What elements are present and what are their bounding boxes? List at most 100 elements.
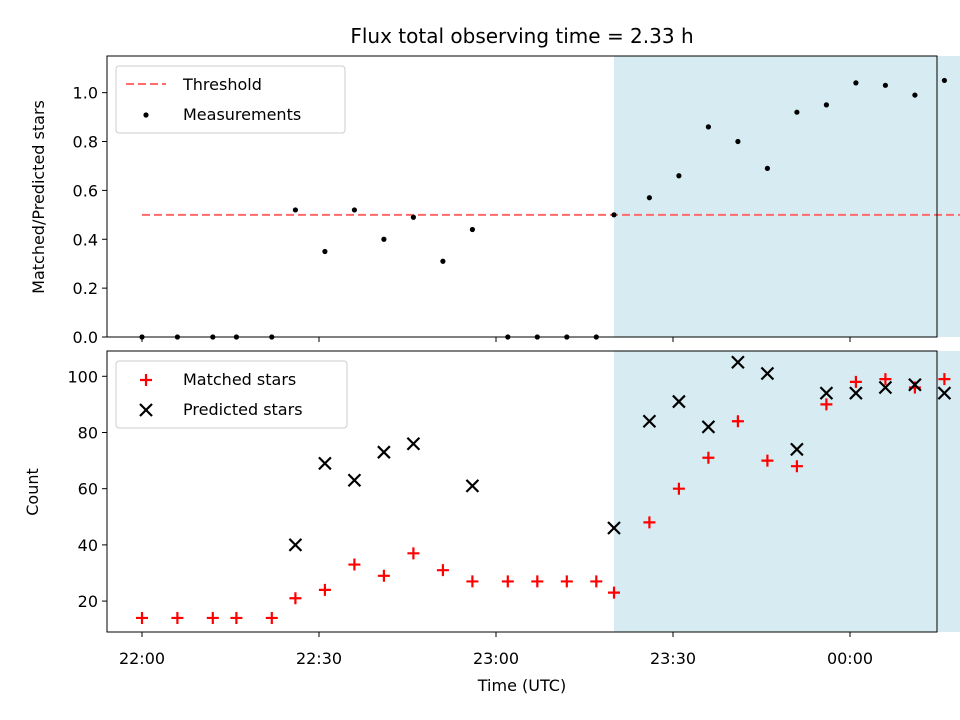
bottom-y-ticks: 20 40 60 80 100 [67, 367, 107, 611]
matched-star-point [265, 611, 278, 624]
top-y-tick-label: 1.0 [73, 84, 98, 103]
matched-star-point [289, 592, 302, 605]
matched-star-point [348, 558, 361, 571]
predicted-star-point [377, 445, 391, 459]
predicted-star-point [347, 473, 362, 488]
predicted-star-point [406, 436, 421, 451]
measurement-point [381, 236, 387, 242]
predicted-star-point [465, 479, 480, 493]
measurement-point [912, 92, 918, 98]
measurement-point [705, 124, 712, 130]
top-legend: Threshold Measurements [115, 65, 346, 134]
predicted-star-point [318, 456, 332, 471]
predicted-star-point [607, 521, 621, 535]
top-x-ticks [141, 337, 851, 342]
bottom-shaded-interval [614, 351, 960, 632]
measurement-point [853, 80, 859, 86]
predicted-star-point [701, 420, 716, 434]
predicted-star-point [819, 386, 834, 400]
matched-star-point [407, 547, 420, 560]
matched-legend-label: Matched stars [183, 370, 296, 389]
measurement-points [139, 77, 948, 340]
measurement-point [611, 212, 617, 218]
matched-star-point [206, 611, 219, 624]
matched-star-point [790, 460, 803, 473]
matched-star-point [318, 583, 331, 596]
measurement-point [410, 214, 416, 220]
bottom-x-tick-label: 23:00 [473, 649, 519, 668]
measurements-legend-swatch [143, 112, 149, 118]
measurement-point [469, 226, 475, 233]
top-y-tick-label: 0.2 [73, 279, 98, 298]
measurement-point [764, 165, 771, 171]
matched-star-point [879, 373, 892, 386]
measurement-point [941, 77, 948, 84]
predicted-star-point [642, 414, 657, 429]
top-panel: 0.0 0.2 0.4 0.6 0.8 1.0 Flux total observing … [29, 24, 960, 347]
bottom-plot-frame [106, 350, 938, 633]
matched-star-point [938, 373, 951, 386]
bottom-x-axis-label: Time (UTC) [477, 676, 566, 695]
matched-star-point [702, 451, 715, 464]
predicted-legend-swatch [139, 403, 153, 417]
matched-star-point [761, 454, 774, 467]
matched-star-point [608, 586, 620, 599]
predicted-star-point [288, 538, 303, 552]
bottom-y-tick-label: 100 [67, 367, 98, 386]
predicted-legend-label: Predicted stars [183, 400, 303, 419]
measurement-point [794, 109, 800, 115]
measurement-point [735, 138, 741, 145]
matched-star-point [560, 575, 573, 588]
measurements-legend-label: Measurements [183, 105, 301, 124]
top-y-tick-label: 0.0 [73, 328, 98, 347]
top-y-axis-label: Matched/Predicted stars [29, 100, 48, 294]
top-y-tick-label: 0.6 [73, 181, 98, 200]
predicted-star-point [908, 377, 922, 392]
matched-star-point [643, 516, 656, 529]
bottom-x-tick-label: 00:00 [827, 649, 873, 668]
predicted-star-point [672, 394, 686, 409]
matched-star-point [590, 575, 603, 588]
measurement-point [322, 248, 328, 255]
predicted-star-point [937, 386, 952, 400]
top-shaded-interval [614, 56, 960, 337]
measurement-point [823, 102, 830, 108]
top-plot-frame [106, 55, 938, 338]
top-legend-box [115, 65, 346, 134]
matched-star-point [377, 569, 390, 582]
bottom-x-ticks: 22:0022:3023:0023:3000:0000:3001:0001:30… [119, 632, 873, 668]
top-y-tick-label: 0.4 [73, 230, 98, 249]
matched-star-point [230, 611, 243, 624]
count-points [136, 355, 952, 624]
bottom-legend: Matched stars Predicted stars [115, 360, 348, 429]
matched-star-point [820, 398, 833, 411]
matched-star-point [501, 575, 514, 588]
matched-star-point [136, 611, 148, 624]
matched-star-point [849, 375, 862, 388]
measurement-point [440, 258, 446, 264]
matched-star-point [731, 415, 744, 428]
matched-star-point [171, 611, 184, 624]
bottom-x-tick-label: 22:30 [296, 649, 342, 668]
bottom-y-tick-label: 60 [78, 480, 98, 499]
matched-star-point [531, 575, 544, 588]
bottom-legend-box [115, 360, 348, 429]
bottom-y-axis-label: Count [23, 468, 42, 516]
top-y-tick-label: 0.8 [73, 133, 98, 152]
measurement-point [676, 173, 682, 179]
bottom-x-tick-label: 22:00 [119, 649, 165, 668]
measurement-point [646, 195, 653, 201]
predicted-star-point [731, 355, 745, 370]
measurement-point [351, 207, 357, 213]
matched-star-point [436, 564, 449, 577]
measurement-point [882, 82, 889, 88]
matched-star-point [466, 575, 479, 588]
bottom-y-tick-label: 40 [78, 536, 98, 555]
predicted-star-point [760, 366, 775, 381]
threshold-legend-label: Threshold [182, 75, 262, 94]
predicted-star-point [790, 442, 804, 457]
measurement-point [292, 207, 298, 213]
bottom-y-tick-label: 80 [78, 423, 98, 442]
